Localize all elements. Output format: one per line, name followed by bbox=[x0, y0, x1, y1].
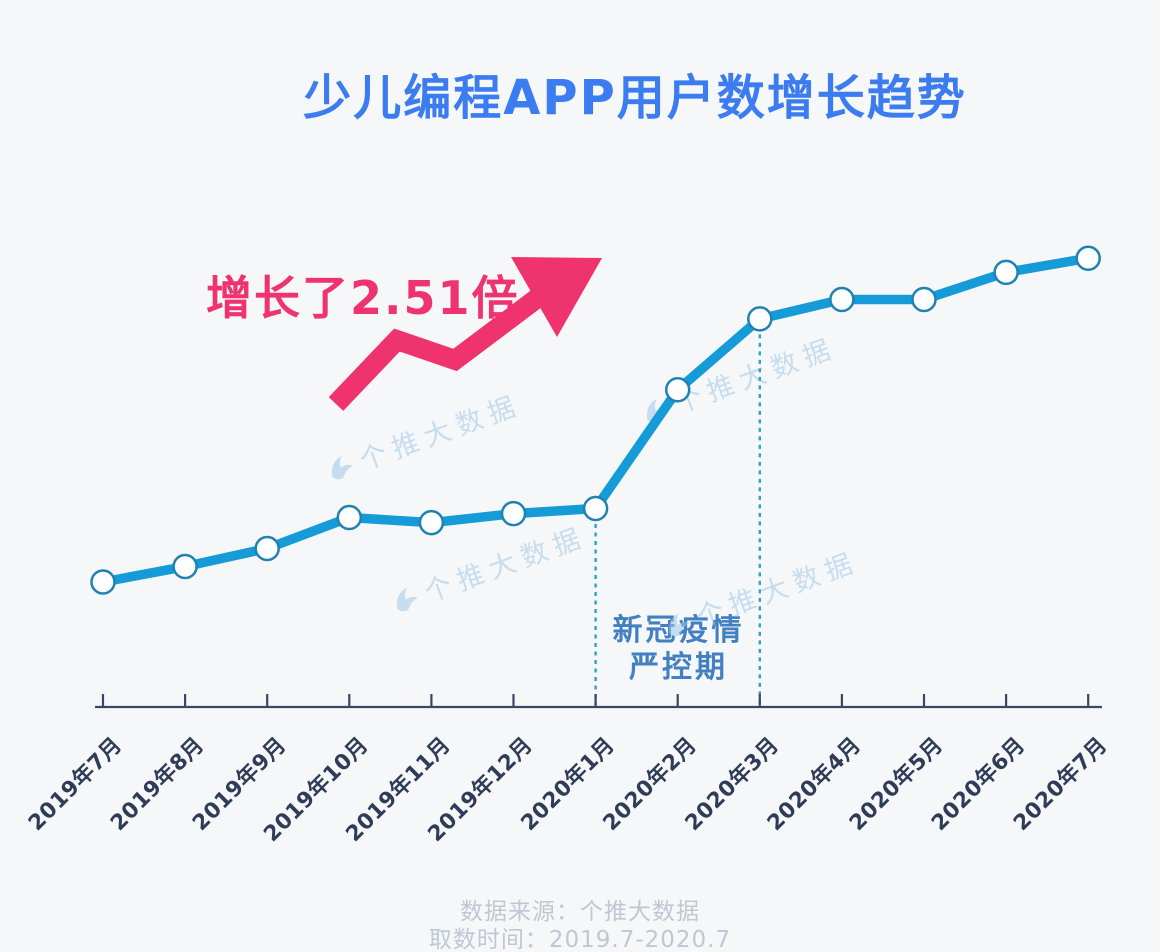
data-point bbox=[911, 286, 937, 313]
data-period-text: 取数时间：2019.7-2020.7 bbox=[428, 927, 732, 952]
data-point bbox=[1075, 245, 1101, 271]
growth-annotation-text: 增长了2.51倍 bbox=[206, 271, 520, 325]
data-point bbox=[993, 259, 1019, 286]
footer: 数据来源：个推大数据 取数时间：2019.7-2020.7 bbox=[0, 898, 1160, 952]
data-point bbox=[500, 500, 527, 527]
data-point bbox=[829, 286, 855, 313]
data-point bbox=[582, 495, 609, 522]
data-point bbox=[90, 569, 116, 595]
data-point bbox=[747, 306, 773, 332]
data-point bbox=[664, 377, 691, 403]
data-point bbox=[418, 509, 445, 536]
data-point bbox=[336, 504, 363, 531]
data-point bbox=[172, 553, 198, 580]
page-title: 少儿编程APP用户数增长趋势 bbox=[303, 70, 967, 126]
growth-annotation: 增长了2.51倍 bbox=[206, 262, 520, 328]
covid-annotation-line2: 严控期 bbox=[629, 650, 728, 685]
growth-arrow-icon bbox=[328, 257, 602, 411]
data-point bbox=[254, 535, 280, 562]
data-source-text: 数据来源：个推大数据 bbox=[460, 899, 700, 925]
